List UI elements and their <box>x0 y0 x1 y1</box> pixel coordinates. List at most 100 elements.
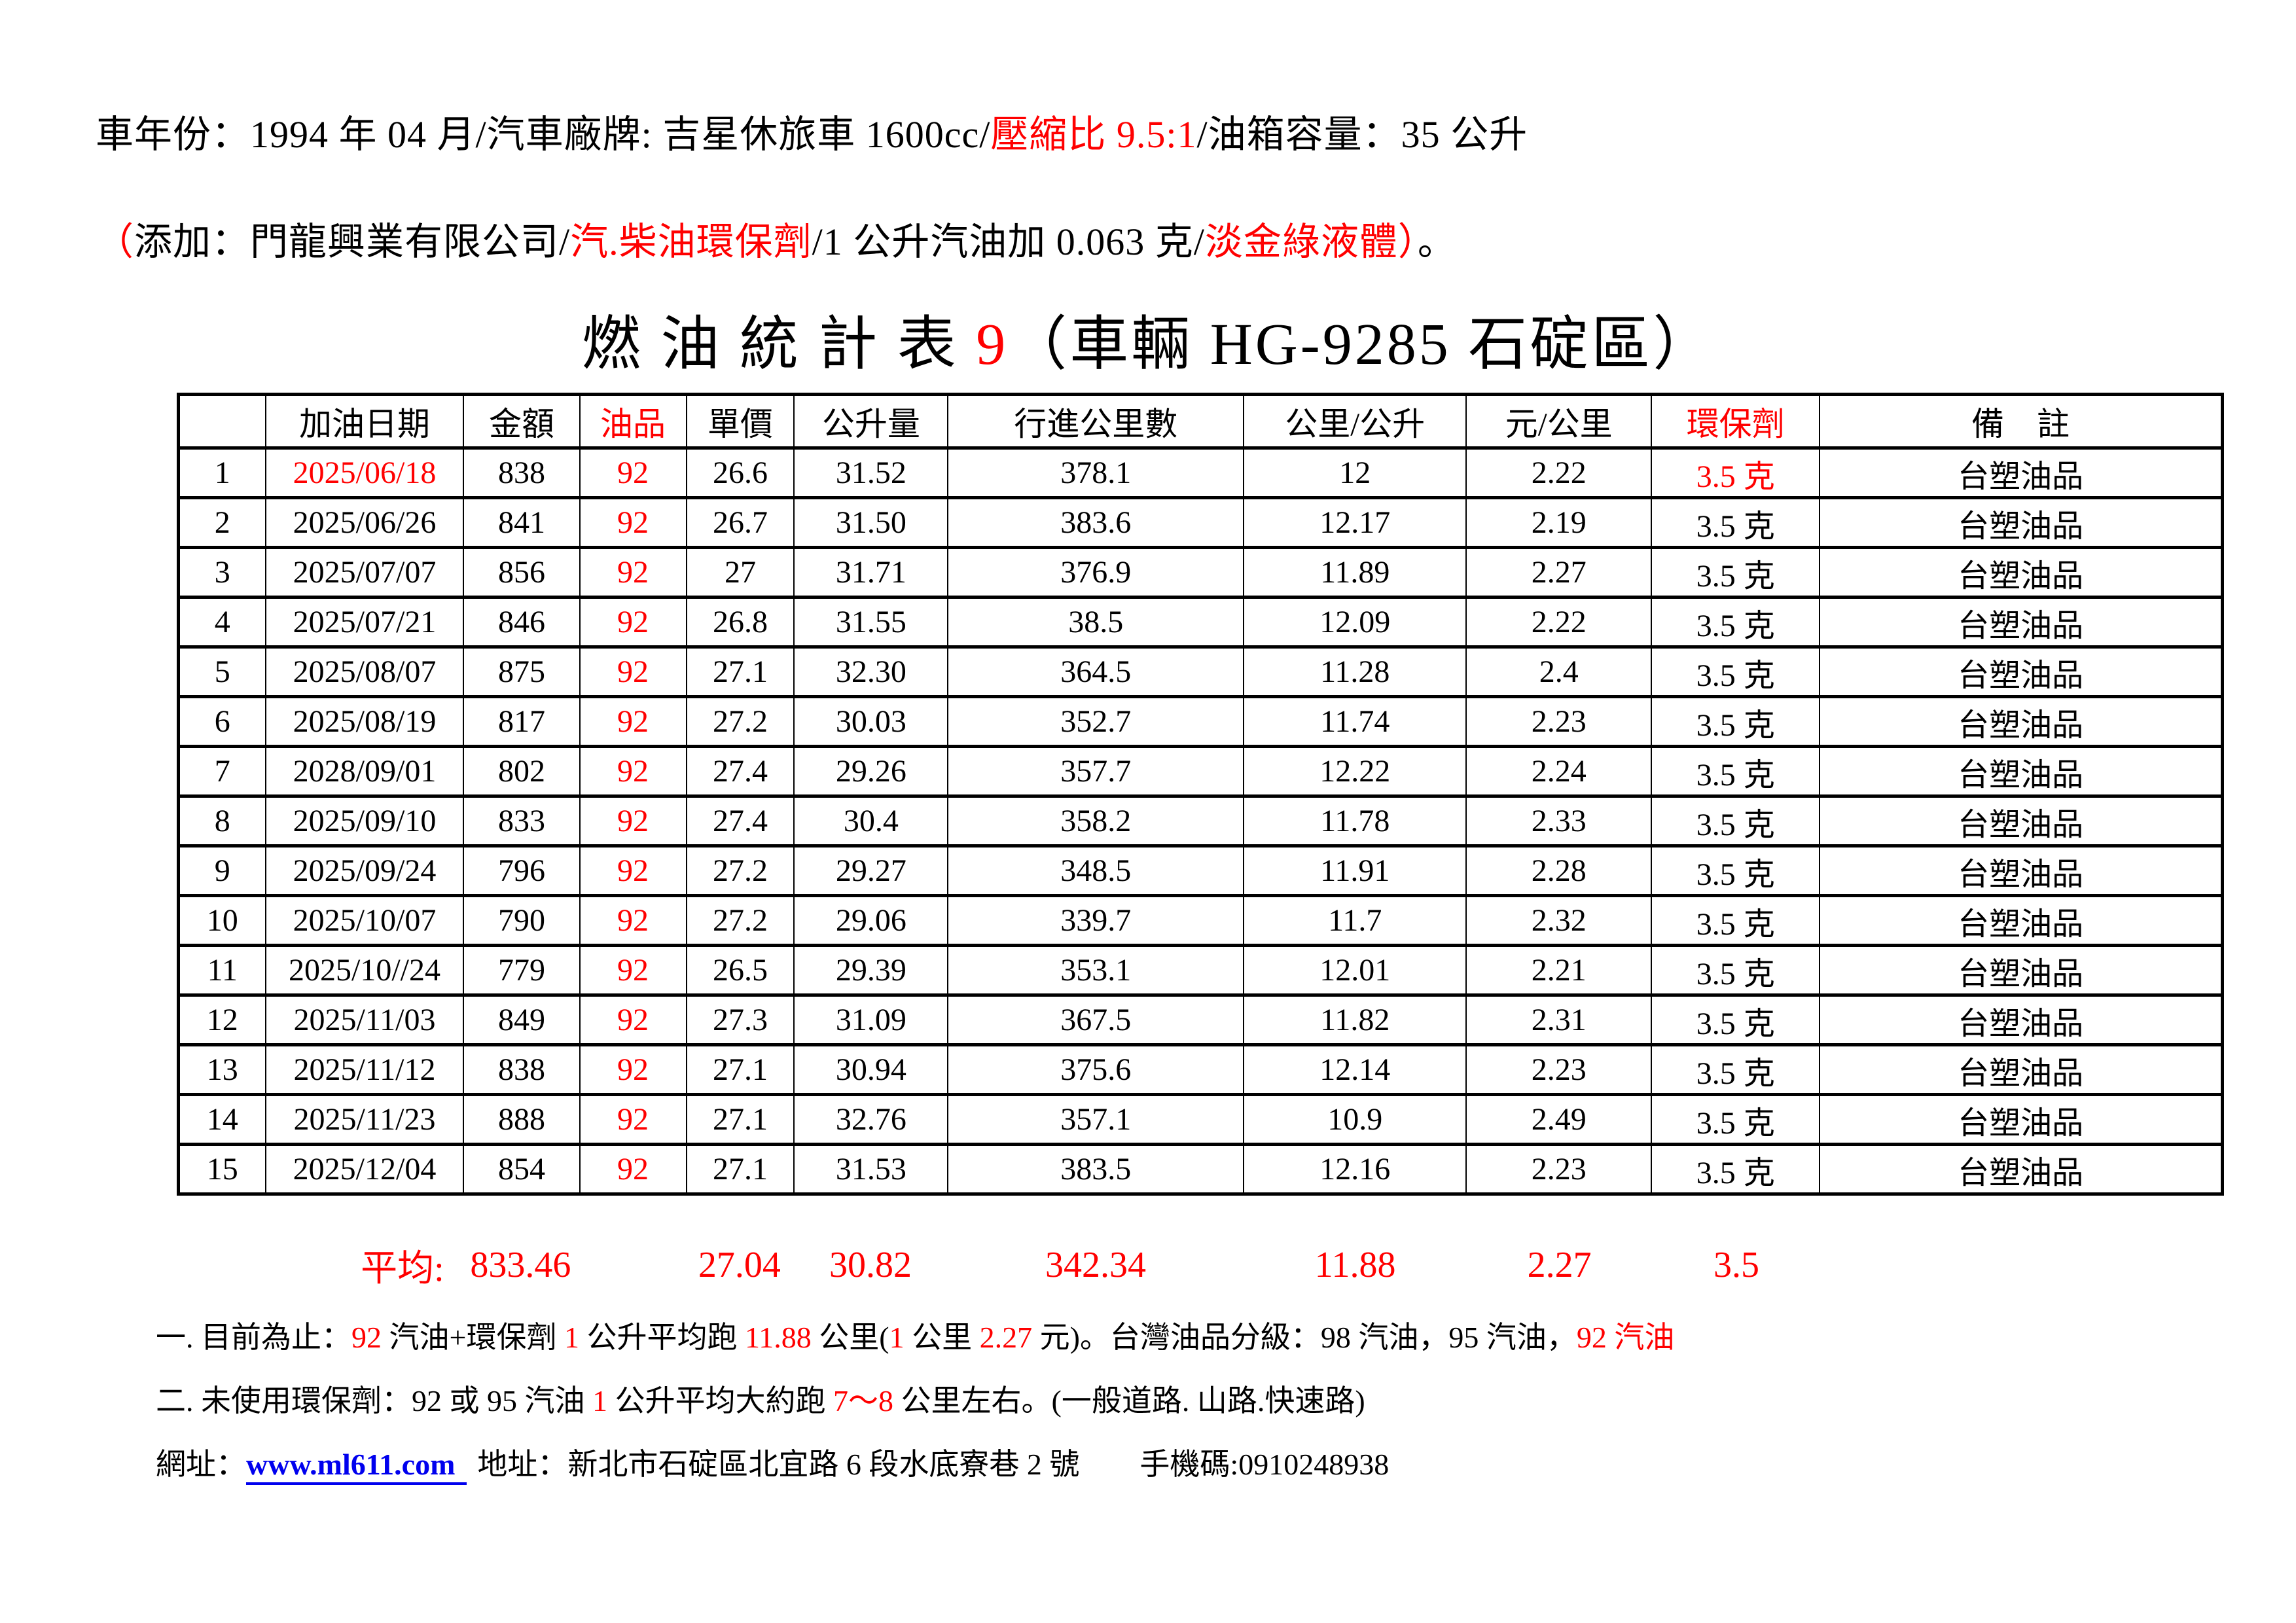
cell-liters: 31.52 <box>793 446 949 499</box>
row-index: 4 <box>177 596 266 649</box>
cell-liters: 31.53 <box>793 1143 949 1196</box>
table-header-row: 加油日期 金額 油品 單價 公升量 行進公里數 公里/公升 元/公里 環保劑 備… <box>177 393 2223 450</box>
header-km-per-liter: 公里/公升 <box>1243 393 1467 450</box>
website-link[interactable]: www.ml611.com <box>246 1448 467 1485</box>
cell-amount: 838 <box>463 1043 581 1096</box>
note2-liter-count: 1 <box>592 1384 607 1418</box>
cell-km-per-liter: 11.89 <box>1243 546 1467 599</box>
cell-fuel-grade: 92 <box>579 446 687 499</box>
table-row: 12 2025/11/03 849 92 27.3 31.09 367.5 11… <box>177 993 2223 1046</box>
table-row: 6 2025/08/19 817 92 27.2 30.03 352.7 11.… <box>177 695 2223 748</box>
cell-km-per-liter: 11.28 <box>1243 645 1467 698</box>
header-index <box>177 393 266 450</box>
cell-remark: 台塑油品 <box>1819 546 2223 599</box>
fuel-table: 加油日期 金額 油品 單價 公升量 行進公里數 公里/公升 元/公里 環保劑 備… <box>177 393 2224 1196</box>
avg-unit-price: 27.04 <box>698 1245 781 1285</box>
cell-cost-per-km: 2.33 <box>1465 794 1653 847</box>
table-row: 13 2025/11/12 838 92 27.1 30.94 375.6 12… <box>177 1043 2223 1096</box>
cell-remark: 台塑油品 <box>1819 496 2223 549</box>
cell-refuel-date: 2025/08/07 <box>264 645 465 698</box>
average-row: 平均: 833.46 27.04 30.82 342.34 11.88 2.27… <box>177 1236 2224 1294</box>
cell-unit-price: 27.4 <box>685 794 795 847</box>
cell-amount: 779 <box>463 944 581 997</box>
cell-distance-km: 348.5 <box>947 844 1245 897</box>
note2-text-3: 公里左右。(一般道路. 山路.快速路) <box>893 1384 1365 1418</box>
cell-liters: 29.06 <box>793 894 949 947</box>
cell-unit-price: 26.8 <box>685 596 795 649</box>
note1-grade-92: 92 汽油 <box>1576 1321 1675 1354</box>
cell-refuel-date: 2025/08/19 <box>264 695 465 748</box>
vehicle-info-text-1: 車年份：1994 年 04 月/汽車廠牌: 吉星休旅車 1600cc/ <box>96 113 991 156</box>
cell-fuel-grade: 92 <box>579 546 687 599</box>
cell-fuel-grade: 92 <box>579 1093 687 1146</box>
header-remark: 備 註 <box>1819 393 2223 450</box>
cell-liters: 31.50 <box>793 496 949 549</box>
cell-cost-per-km: 2.32 <box>1465 894 1653 947</box>
cell-unit-price: 27 <box>685 546 795 599</box>
vehicle-info-text-2: /油箱容量：35 公升 <box>1196 113 1528 156</box>
row-index: 10 <box>177 894 266 947</box>
additive-company-text: 添加：門龍興業有限公司/ <box>134 221 571 263</box>
compression-ratio-text: 壓縮比 9.5:1 <box>990 113 1197 156</box>
cell-km-per-liter: 12.16 <box>1243 1143 1467 1196</box>
cell-liters: 29.27 <box>793 844 949 897</box>
cell-fuel-grade: 92 <box>579 993 687 1046</box>
cell-cost-per-km: 2.49 <box>1465 1093 1653 1146</box>
cell-liters: 32.30 <box>793 645 949 698</box>
cell-km-per-liter: 12.14 <box>1243 1043 1467 1096</box>
additive-product-text: 汽.柴油環保劑 <box>570 221 812 263</box>
additive-liquid-color-text: 淡金綠液體） <box>1204 221 1418 263</box>
cell-km-per-liter: 11.91 <box>1243 844 1467 897</box>
cell-unit-price: 27.2 <box>685 844 795 897</box>
cell-km-per-liter: 11.74 <box>1243 695 1467 748</box>
vehicle-info-line: 車年份：1994 年 04 月/汽車廠牌: 吉星休旅車 1600cc/壓縮比 9… <box>96 103 1528 158</box>
cell-refuel-date: 2025/12/04 <box>264 1143 465 1196</box>
cell-remark: 台塑油品 <box>1819 695 2223 748</box>
average-label: 平均: <box>361 1248 444 1289</box>
cell-amount: 888 <box>463 1093 581 1146</box>
cell-unit-price: 27.2 <box>685 894 795 947</box>
cell-amount: 796 <box>463 844 581 897</box>
fuel-table-body: 1 2025/06/18 838 92 26.6 31.52 378.1 12 … <box>177 446 2223 1196</box>
cell-remark: 台塑油品 <box>1819 794 2223 847</box>
row-index: 9 <box>177 844 266 897</box>
cell-fuel-grade: 92 <box>579 745 687 798</box>
cell-remark: 台塑油品 <box>1819 446 2223 499</box>
table-row: 5 2025/08/07 875 92 27.1 32.30 364.5 11.… <box>177 645 2223 698</box>
cell-amount: 841 <box>463 496 581 549</box>
note1-text-4: 公里( <box>811 1321 889 1354</box>
cell-cost-per-km: 2.23 <box>1465 695 1653 748</box>
row-index: 7 <box>177 745 266 798</box>
note2-km-range: 7～8 <box>833 1384 893 1418</box>
avg-liters: 30.82 <box>829 1245 912 1285</box>
cell-cost-per-km: 2.28 <box>1465 844 1653 897</box>
cell-distance-km: 367.5 <box>947 993 1245 1046</box>
note-1: 一. 目前為止：92 汽油+環保劑 1 公升平均跑 11.88 公里(1 公里 … <box>156 1306 1674 1369</box>
cell-unit-price: 27.1 <box>685 645 795 698</box>
additive-dosage-text: /1 公升汽油加 0.063 克/ <box>812 221 1205 263</box>
cell-refuel-date: 2025/06/26 <box>264 496 465 549</box>
table-row: 10 2025/10/07 790 92 27.2 29.06 339.7 11… <box>177 894 2223 947</box>
header-refuel-date: 加油日期 <box>264 393 465 450</box>
cell-additive-grams: 3.5 克 <box>1651 745 1821 798</box>
cell-km-per-liter: 12 <box>1243 446 1467 499</box>
additive-info-line: （添加：門龍興業有限公司/汽.柴油環保劑/1 公升汽油加 0.063 克/淡金綠… <box>96 211 1456 266</box>
avg-distance: 342.34 <box>1045 1245 1146 1285</box>
cell-liters: 29.26 <box>793 745 949 798</box>
row-index: 3 <box>177 546 266 599</box>
cell-unit-price: 27.4 <box>685 745 795 798</box>
cell-additive-grams: 3.5 克 <box>1651 446 1821 499</box>
cell-additive-grams: 3.5 克 <box>1651 794 1821 847</box>
cell-refuel-date: 2028/09/01 <box>264 745 465 798</box>
cell-cost-per-km: 2.22 <box>1465 446 1653 499</box>
table-row: 8 2025/09/10 833 92 27.4 30.4 358.2 11.7… <box>177 794 2223 847</box>
table-row: 3 2025/07/07 856 92 27 31.71 376.9 11.89… <box>177 546 2223 599</box>
cell-additive-grams: 3.5 克 <box>1651 1093 1821 1146</box>
cell-unit-price: 27.1 <box>685 1093 795 1146</box>
cell-amount: 833 <box>463 794 581 847</box>
cell-cost-per-km: 2.4 <box>1465 645 1653 698</box>
cell-liters: 31.55 <box>793 596 949 649</box>
cell-km-per-liter: 11.82 <box>1243 993 1467 1046</box>
page-title: 燃 油 統 計 表 9（車輛 HG-9285 石碇區） <box>0 296 2296 381</box>
cell-additive-grams: 3.5 克 <box>1651 1043 1821 1096</box>
